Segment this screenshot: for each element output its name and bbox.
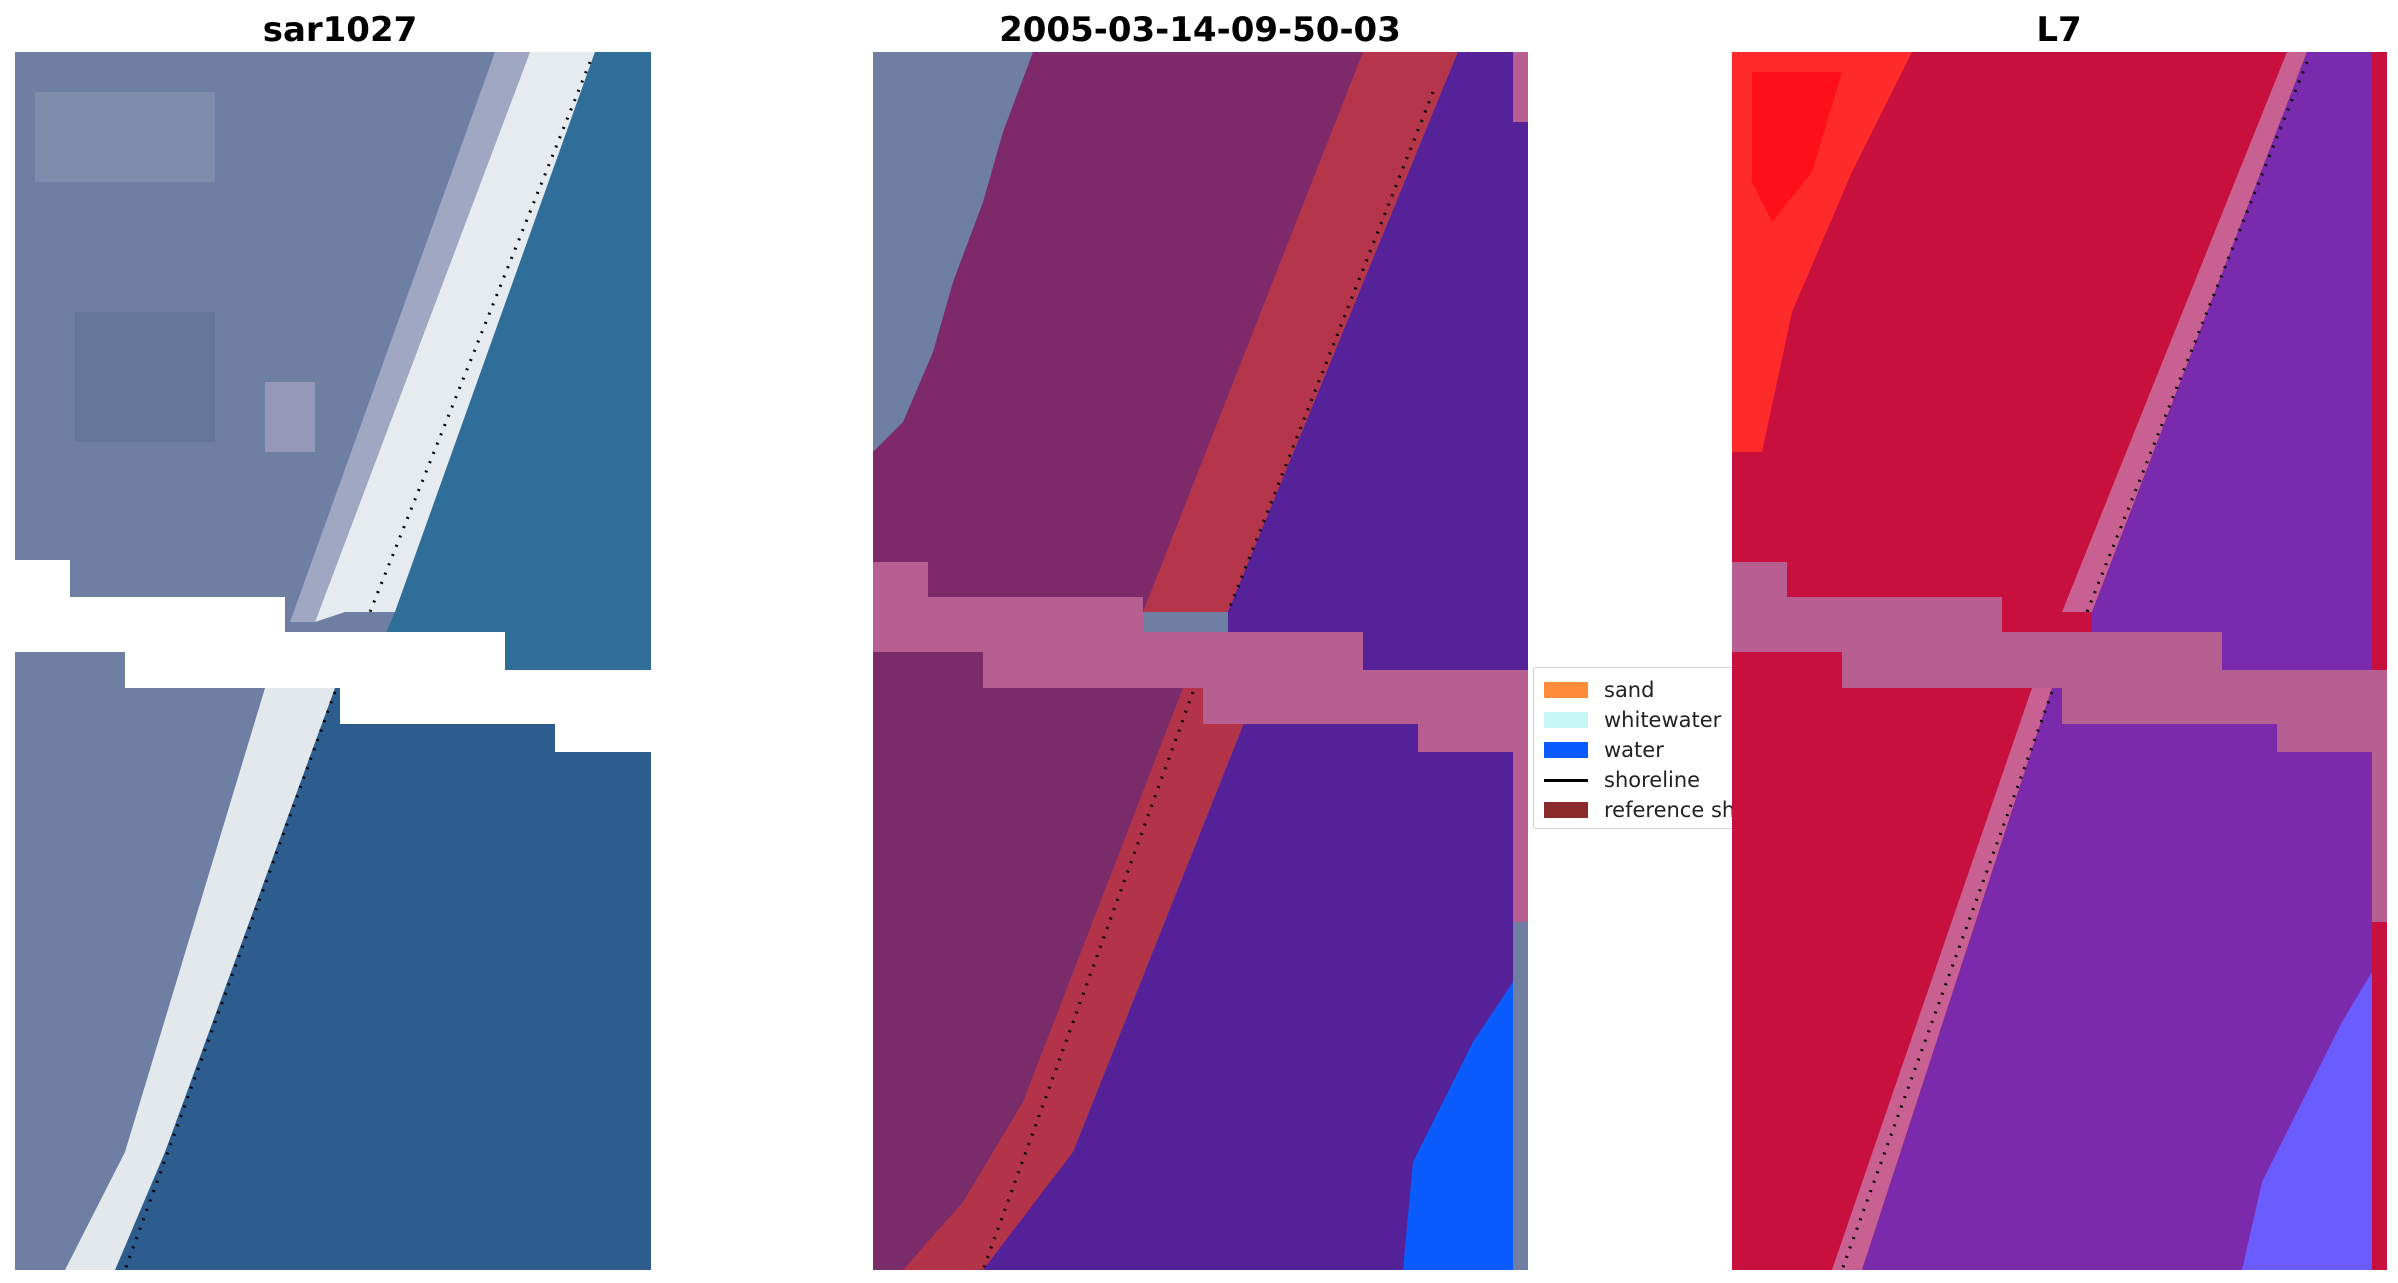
rgb-beach-lower [65, 688, 335, 1270]
legend-item-shoreline: shoreline [1544, 767, 1700, 793]
panel-title-index: L7 [2036, 10, 2082, 50]
rgb-land-patch [35, 92, 215, 182]
legend-line-shoreline [1544, 778, 1588, 782]
legend-swatch-reference-shoreline [1544, 802, 1588, 818]
legend-item-whitewater: whitewater [1544, 707, 1721, 733]
class-water-bright [1403, 982, 1513, 1270]
panel-title-classification: 2005-03-14-09-50-03 [999, 10, 1401, 50]
index-transition-lower [1832, 688, 2052, 1270]
index-transition [2062, 52, 2307, 612]
rgb-image [15, 52, 651, 1271]
class-land [873, 52, 1393, 612]
rgb-water-lower [115, 688, 651, 1270]
legend-swatch-water [1544, 742, 1588, 758]
rgb-water [385, 52, 651, 670]
index-water-bright [2242, 972, 2372, 1270]
legend-item-water: water [1544, 737, 1664, 763]
legend-label-shoreline: shoreline [1604, 768, 1701, 792]
rgb-beach [315, 52, 595, 622]
class-nodata [873, 52, 1528, 922]
index-nodata [1732, 562, 2387, 922]
rgb-land-patch [265, 382, 315, 452]
index-image [1732, 52, 2387, 1271]
legend-label-whitewater: whitewater [1604, 708, 1722, 732]
class-water-lower [983, 688, 1513, 1270]
index-water-lower [1862, 688, 2372, 1270]
rgb-nodata [15, 560, 651, 752]
class-water-upper-fill [1228, 52, 1513, 670]
legend-swatch-whitewater [1544, 712, 1588, 728]
class-sand-lower [903, 688, 1258, 1270]
index-land-bright-core [1752, 72, 1842, 222]
legend-item-sand: sand [1544, 677, 1654, 703]
legend-label-water: water [1604, 738, 1664, 762]
class-sand [1143, 52, 1458, 612]
legend-swatch-sand [1544, 682, 1588, 698]
rgb-land-patch [75, 312, 215, 442]
index-water [2092, 52, 2372, 670]
panel-title-rgb: sar1027 [262, 10, 418, 50]
classification-image [873, 52, 1528, 1271]
legend-label-sand: sand [1604, 678, 1655, 702]
rgb-beach-edge [290, 52, 530, 622]
